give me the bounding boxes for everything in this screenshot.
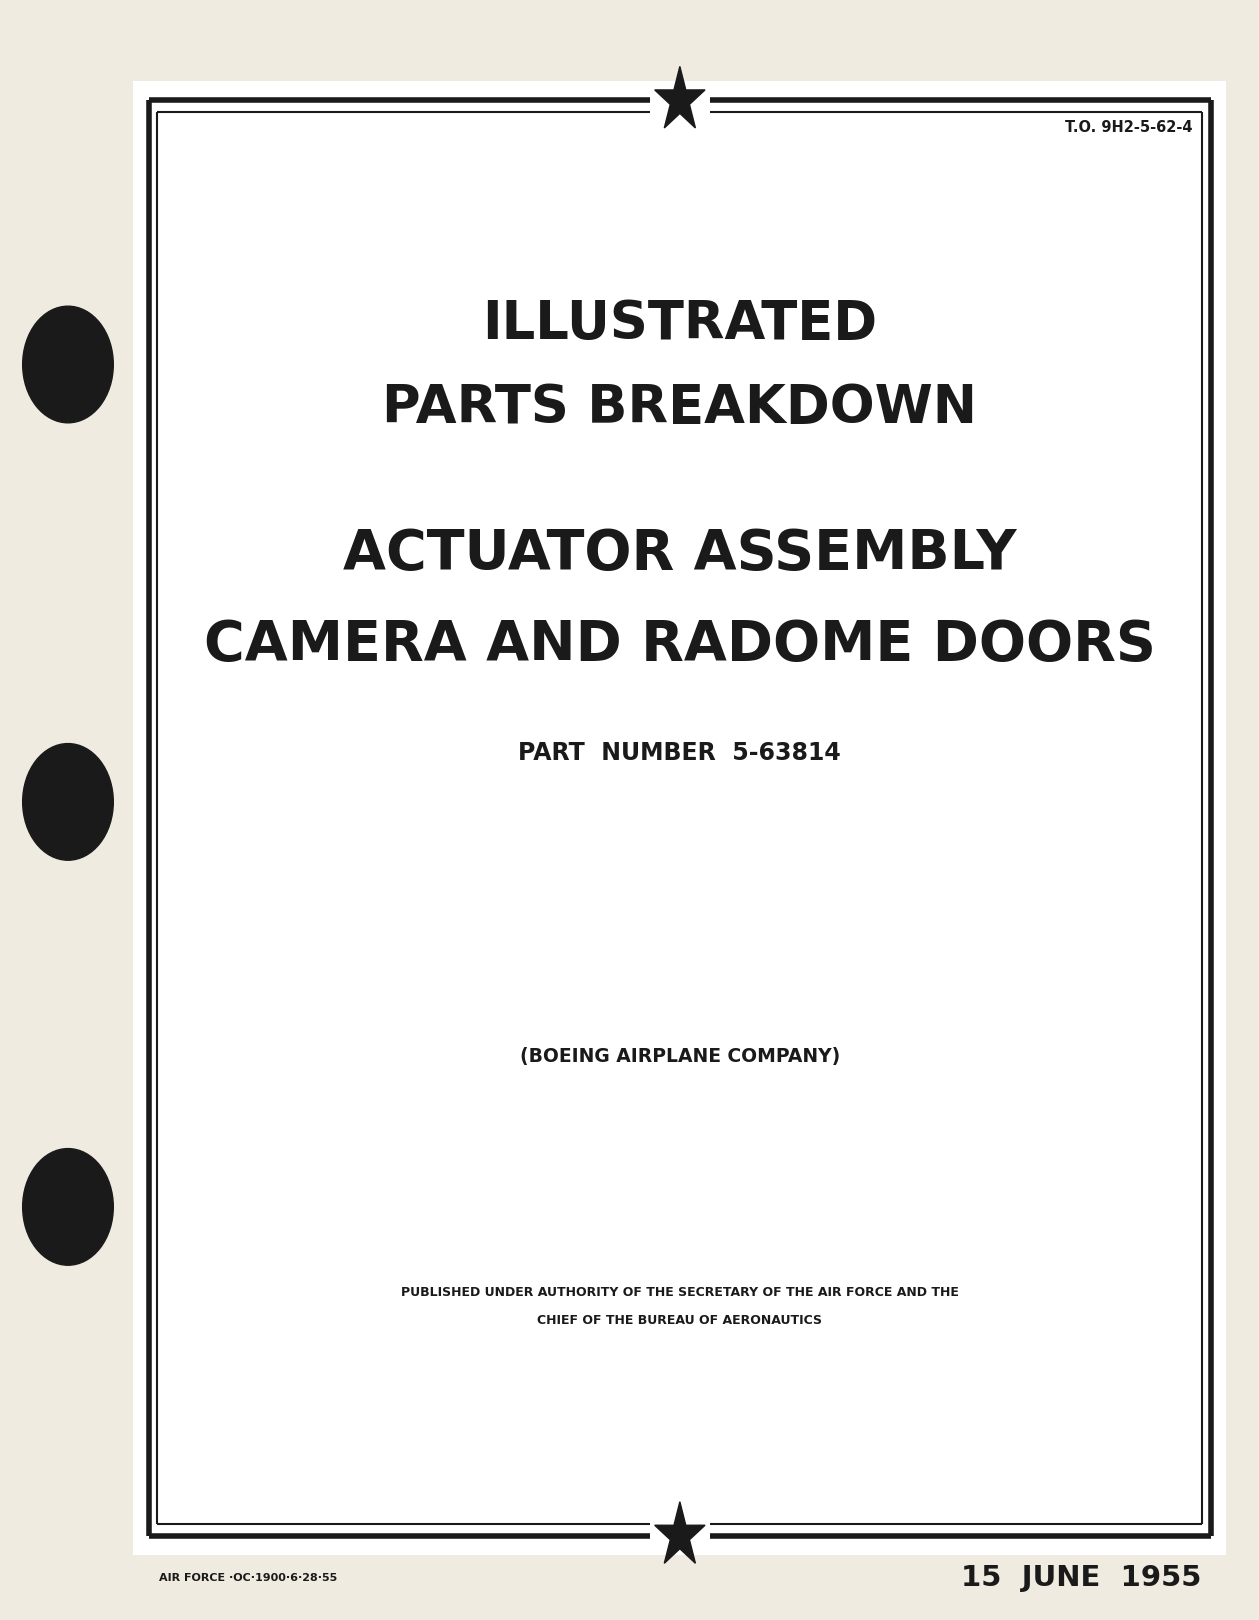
Circle shape bbox=[23, 1149, 113, 1265]
Text: PART  NUMBER  5-63814: PART NUMBER 5-63814 bbox=[519, 742, 841, 765]
Text: T.O. 9H2-5-62-4: T.O. 9H2-5-62-4 bbox=[1065, 120, 1192, 134]
Circle shape bbox=[23, 306, 113, 423]
Polygon shape bbox=[655, 1502, 705, 1563]
Text: 15  JUNE  1955: 15 JUNE 1955 bbox=[961, 1563, 1201, 1592]
Text: ACTUATOR ASSEMBLY: ACTUATOR ASSEMBLY bbox=[344, 526, 1016, 582]
Text: ILLUSTRATED: ILLUSTRATED bbox=[482, 298, 878, 350]
Text: PUBLISHED UNDER AUTHORITY OF THE SECRETARY OF THE AIR FORCE AND THE: PUBLISHED UNDER AUTHORITY OF THE SECRETA… bbox=[400, 1286, 959, 1299]
Text: CHIEF OF THE BUREAU OF AERONAUTICS: CHIEF OF THE BUREAU OF AERONAUTICS bbox=[538, 1314, 822, 1327]
Circle shape bbox=[23, 744, 113, 860]
Text: PARTS BREAKDOWN: PARTS BREAKDOWN bbox=[383, 382, 977, 434]
Text: AIR FORCE ·OC·1900·6·28·55: AIR FORCE ·OC·1900·6·28·55 bbox=[159, 1573, 337, 1583]
Text: CAMERA AND RADOME DOORS: CAMERA AND RADOME DOORS bbox=[204, 617, 1156, 672]
Text: (BOEING AIRPLANE COMPANY): (BOEING AIRPLANE COMPANY) bbox=[520, 1047, 840, 1066]
Polygon shape bbox=[655, 66, 705, 128]
Bar bbox=[133, 81, 1226, 1555]
